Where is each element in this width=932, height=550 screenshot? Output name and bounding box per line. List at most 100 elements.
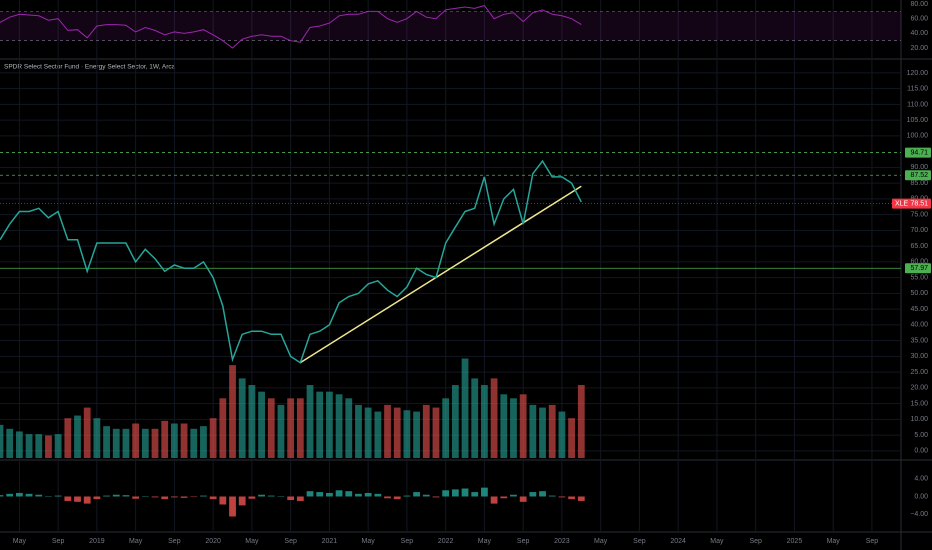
macd-bar <box>15 492 23 497</box>
macd-bar <box>519 496 527 502</box>
volume-bar <box>277 404 285 458</box>
macd-bar <box>326 492 333 497</box>
volume-bar <box>287 398 295 458</box>
x-tick-label: May <box>594 538 608 545</box>
volume-bar <box>422 404 430 458</box>
volume-bar <box>519 394 527 458</box>
volume-bar <box>190 428 198 458</box>
volume-bar <box>209 418 217 458</box>
y-tick-label: 40.00 <box>910 322 928 329</box>
volume-bar <box>93 418 101 458</box>
volume-bar <box>64 418 72 458</box>
price-level-label: 94.71 <box>910 149 928 156</box>
macd-bar <box>374 493 382 497</box>
macd-bar <box>6 493 14 497</box>
price-level-label: 87.52 <box>910 172 928 179</box>
x-tick-label: Sep <box>866 538 879 545</box>
volume-bar <box>112 428 120 458</box>
macd-bar <box>54 495 62 497</box>
x-tick-label: 2024 <box>670 538 686 545</box>
volume-bar <box>151 428 159 458</box>
volume-bar <box>568 418 575 458</box>
volume-bar <box>510 398 517 458</box>
macd-bar <box>481 487 488 497</box>
x-tick-label: 2025 <box>787 538 803 545</box>
macd-bar <box>122 495 130 497</box>
price-level-label: 57.97 <box>910 265 928 272</box>
x-tick-label: Sep <box>749 538 762 545</box>
volume-bar <box>577 385 585 458</box>
volume-bar <box>45 435 52 458</box>
last-price-label: 78.51 <box>910 200 928 207</box>
macd-bar <box>219 496 227 505</box>
rsi-tick-label: 80.00 <box>910 1 928 8</box>
volume-bar <box>539 407 546 458</box>
x-tick-label: May <box>245 538 259 545</box>
volume-bar <box>413 411 420 458</box>
y-tick-label: 90.00 <box>910 164 928 171</box>
price-line <box>0 159 582 364</box>
trendline <box>299 185 582 364</box>
macd-bar <box>64 496 72 501</box>
volume-bar <box>355 404 362 458</box>
y-tick-label: 45.00 <box>910 306 928 313</box>
volume-bar <box>74 415 81 458</box>
x-tick-label: May <box>362 538 376 545</box>
volume-bar <box>432 407 440 458</box>
macd-bar <box>577 496 585 501</box>
volume-bar <box>103 426 110 458</box>
macd-bar <box>558 496 566 498</box>
last-price-tag <box>892 198 931 209</box>
volume-bar <box>200 426 207 458</box>
macd-bar <box>25 493 33 497</box>
macd-bar <box>180 496 188 498</box>
volume-bar <box>461 358 469 458</box>
macd-bar <box>393 496 401 500</box>
volume-bar <box>180 423 188 458</box>
volume-bar <box>326 391 333 458</box>
macd-bar <box>0 495 4 497</box>
macd-bar <box>442 490 450 497</box>
y-tick-label: 75.00 <box>910 211 928 218</box>
volume-bar <box>25 434 33 458</box>
macd-bar <box>432 496 440 498</box>
macd-bar <box>151 496 159 498</box>
x-tick-label: Sep <box>633 538 646 545</box>
macd-bar <box>83 496 91 504</box>
volume-bar <box>403 410 411 458</box>
rsi-tick-label: 60.00 <box>910 16 928 23</box>
y-tick-label: 25.00 <box>910 369 928 376</box>
y-tick-label: 115.00 <box>907 86 928 93</box>
macd-bar <box>112 494 120 497</box>
volume-bar <box>132 423 140 458</box>
price-level-tag <box>905 147 931 158</box>
y-tick-label: 0.00 <box>914 448 928 455</box>
y-tick-label: 85.00 <box>910 180 928 187</box>
volume-bar <box>248 385 256 458</box>
symbol-label: XLE <box>895 200 909 207</box>
macd-bar <box>248 496 256 499</box>
y-tick-label: 20.00 <box>910 385 928 392</box>
price-level-tag <box>905 263 931 274</box>
volume-bar <box>384 404 391 458</box>
x-tick-label: 2020 <box>205 538 221 545</box>
macd-bar <box>132 496 140 499</box>
volume-bar <box>122 428 130 458</box>
volume-bar <box>335 394 343 458</box>
volume-bar <box>267 398 275 458</box>
macd-bar <box>568 496 575 500</box>
price-level-tag <box>905 170 931 181</box>
macd-tick-label: −4.00 <box>910 511 928 518</box>
macd-bar <box>548 495 556 497</box>
y-tick-label: 105.00 <box>907 117 929 124</box>
y-tick-label: 70.00 <box>910 227 928 234</box>
volume-bar <box>83 407 91 458</box>
volume-bar <box>306 385 314 458</box>
macd-bar <box>461 488 469 497</box>
x-tick-label: Sep <box>284 538 297 545</box>
x-tick-label: May <box>710 538 724 545</box>
macd-bar <box>209 496 217 500</box>
y-tick-label: 100.00 <box>907 133 929 140</box>
volume-bar <box>451 385 459 458</box>
volume-bar <box>6 428 14 458</box>
